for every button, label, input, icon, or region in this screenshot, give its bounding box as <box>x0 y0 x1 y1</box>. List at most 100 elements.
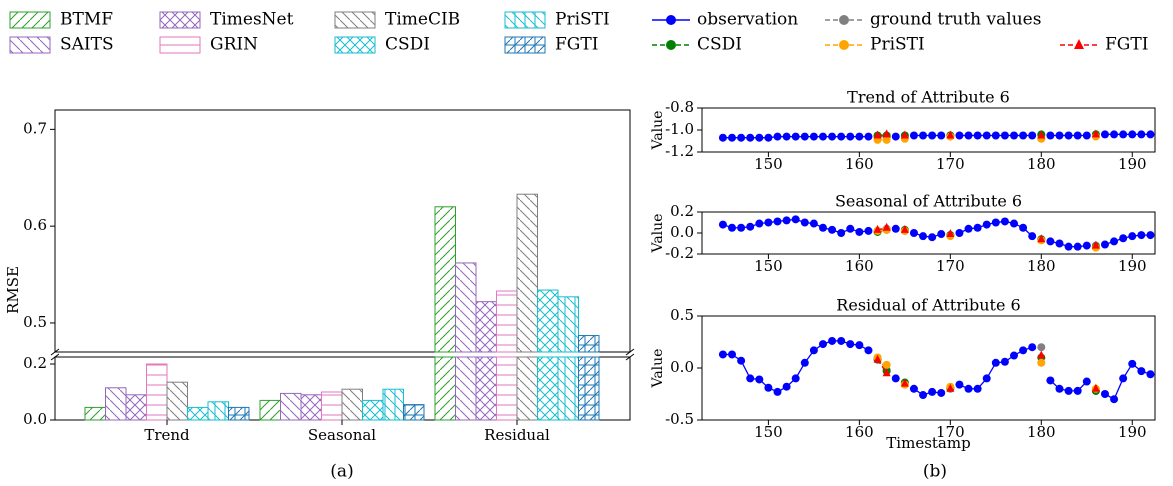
point <box>773 217 782 226</box>
legend-swatch <box>504 36 546 54</box>
bar <box>341 388 363 421</box>
point <box>1064 131 1073 140</box>
legend-marker <box>1074 39 1084 49</box>
point <box>1146 231 1155 240</box>
point <box>1137 367 1146 376</box>
point <box>1119 374 1128 383</box>
point <box>1119 130 1128 139</box>
point <box>800 218 809 227</box>
x-tick-label: 160 <box>845 423 874 441</box>
x-tick-label: 190 <box>1118 423 1147 441</box>
point <box>728 133 737 142</box>
point <box>1073 131 1082 140</box>
legend-label: TimesNet <box>210 10 294 30</box>
bar <box>228 406 250 421</box>
point <box>1064 242 1073 251</box>
legend-label: PriSTI <box>555 10 610 30</box>
y-tick-label: -0.2 <box>665 244 694 262</box>
x-tick-label: 150 <box>754 155 783 173</box>
y-tick-label: 0.2 <box>670 202 694 220</box>
point <box>855 132 864 141</box>
point <box>946 130 955 139</box>
point <box>1091 129 1100 138</box>
bar <box>537 356 559 421</box>
point <box>873 224 882 233</box>
point <box>928 233 937 242</box>
bar <box>207 401 229 421</box>
point <box>782 382 791 391</box>
point <box>1091 240 1100 249</box>
point <box>973 131 982 140</box>
bar <box>362 399 384 421</box>
caption: (a) <box>330 462 353 482</box>
y-axis-label: RMSE <box>4 266 22 314</box>
bar <box>475 301 497 353</box>
point <box>955 380 964 389</box>
y-tick-label: 0.7 <box>23 119 47 137</box>
point <box>882 135 891 144</box>
bar <box>146 363 168 421</box>
point <box>746 222 755 231</box>
legend-label: GRIN <box>210 35 258 55</box>
point <box>937 388 946 397</box>
series-line <box>722 340 869 393</box>
point <box>982 220 991 229</box>
y-tick-label: 0.6 <box>23 216 47 234</box>
point <box>809 346 818 355</box>
bar <box>105 387 127 421</box>
point <box>955 229 964 237</box>
y-tick-label: -1.2 <box>665 142 694 160</box>
point <box>982 131 991 140</box>
legend-label: CSDI <box>697 35 742 55</box>
point <box>1137 130 1146 139</box>
point <box>873 130 882 139</box>
point <box>1019 131 1028 140</box>
point <box>828 336 837 345</box>
legend-swatch <box>334 11 376 29</box>
y-axis-label: Value <box>650 349 666 389</box>
y-tick-label: 0.2 <box>23 354 47 372</box>
point <box>846 224 855 233</box>
point <box>837 132 846 141</box>
legend-label: SAITS <box>60 35 114 55</box>
point <box>864 132 873 141</box>
x-tick-label: 180 <box>1027 257 1056 275</box>
bar <box>496 356 518 421</box>
point <box>809 219 818 228</box>
point <box>909 229 918 237</box>
legend-swatch <box>504 11 546 29</box>
bar <box>496 290 518 353</box>
point <box>882 360 891 369</box>
caption: (b) <box>923 462 947 482</box>
point <box>964 384 973 393</box>
point <box>1073 386 1082 395</box>
point <box>1128 130 1137 139</box>
x-tick-label: Residual <box>484 426 550 444</box>
point <box>828 132 837 141</box>
point <box>1082 131 1091 140</box>
plot-frame <box>701 315 1156 421</box>
point <box>1028 131 1037 140</box>
point <box>1037 358 1046 367</box>
point <box>882 222 891 231</box>
point <box>991 358 1000 367</box>
point <box>937 230 946 239</box>
point <box>737 356 746 365</box>
bar <box>475 356 497 421</box>
y-tick-label: 0.0 <box>23 410 47 428</box>
point <box>909 131 918 140</box>
bar <box>434 206 456 353</box>
point <box>1100 240 1109 249</box>
bar <box>578 335 600 353</box>
y-tick-label: 0.0 <box>670 358 694 376</box>
point <box>1000 357 1009 366</box>
legend-swatch <box>159 11 201 29</box>
x-tick-label: 180 <box>1027 423 1056 441</box>
point <box>718 133 727 142</box>
legend-label: observation <box>697 10 798 30</box>
point <box>855 227 864 236</box>
point <box>955 131 964 140</box>
point <box>1064 386 1073 395</box>
bar <box>259 399 281 421</box>
